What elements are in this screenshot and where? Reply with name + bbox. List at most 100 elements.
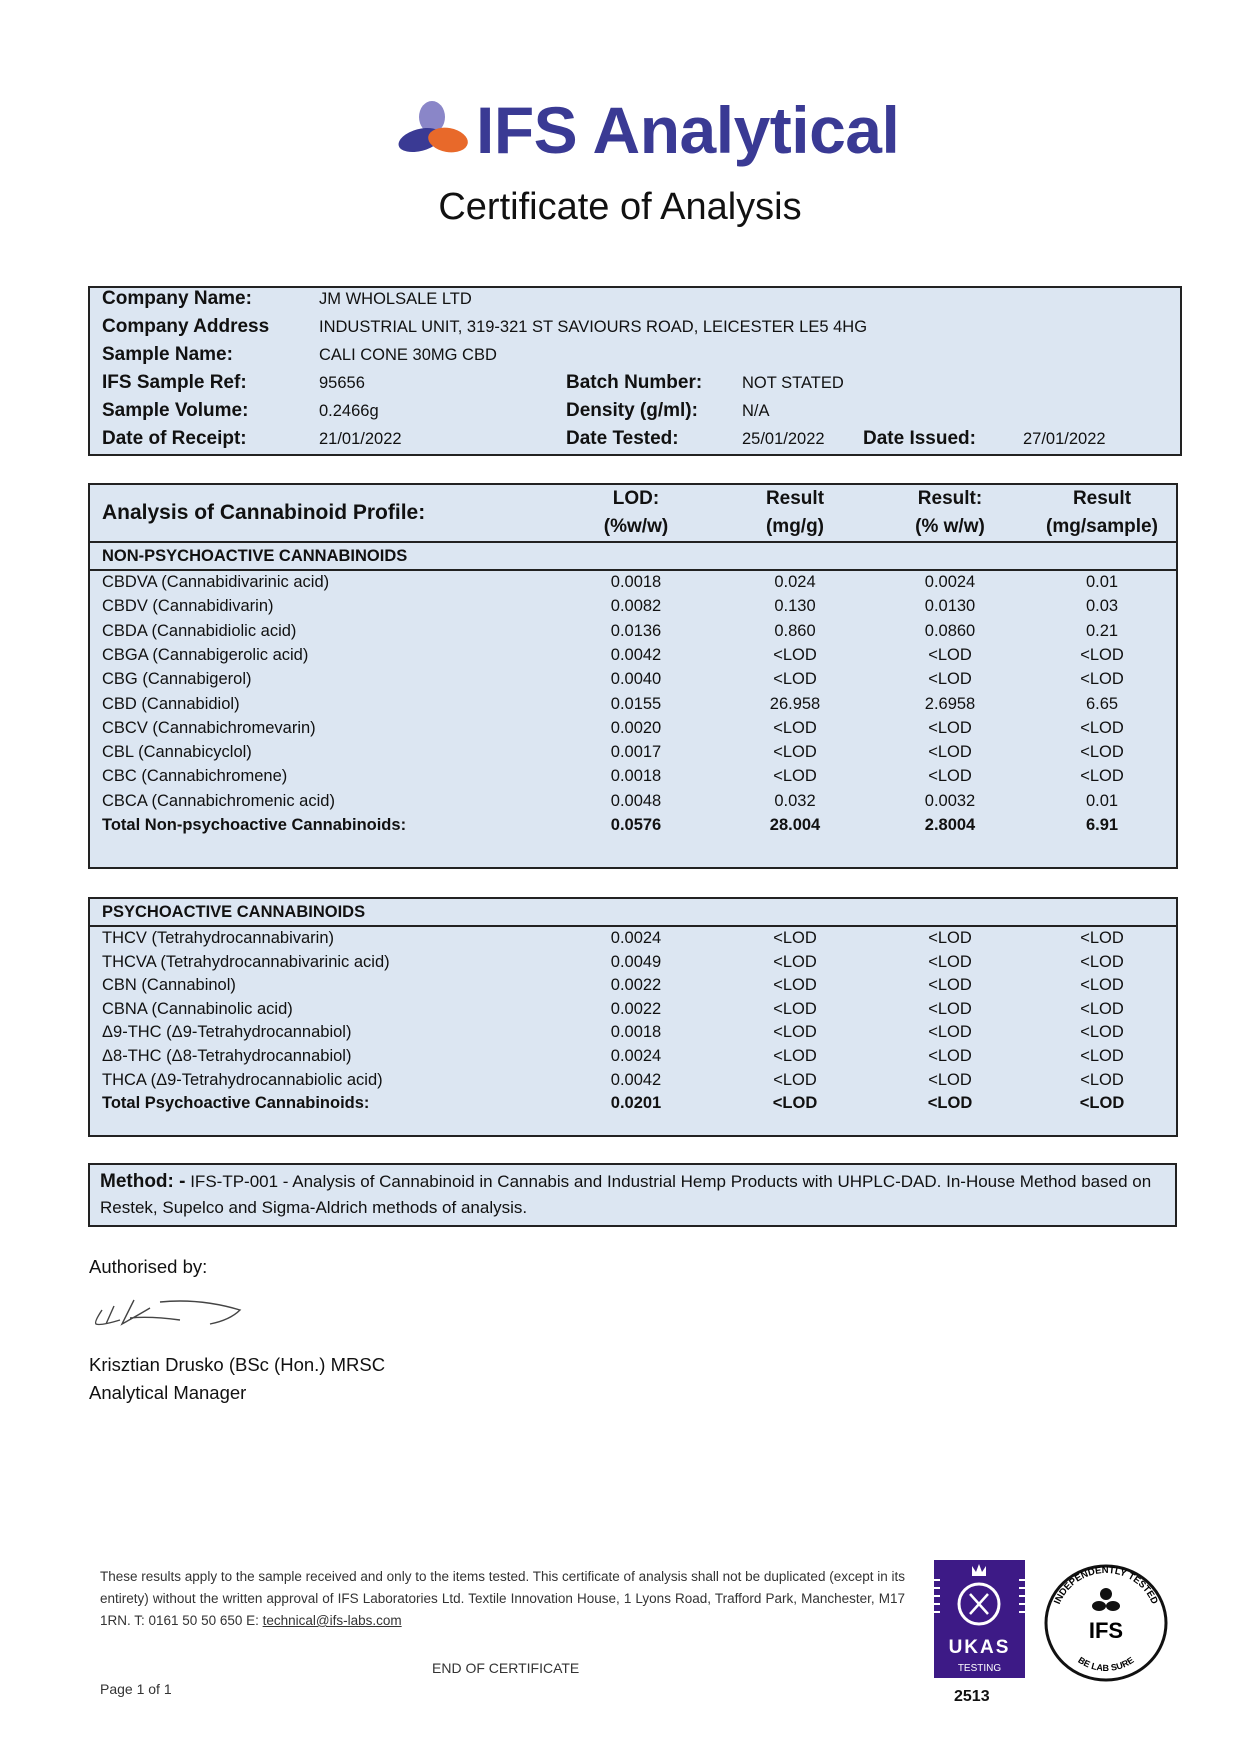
result-mg-sample: <LOD: [1079, 1094, 1125, 1113]
lod-value: 0.0082: [610, 597, 662, 616]
table-row: CBN (Cannabinol) 0.0022 <LOD <LOD <LOD: [90, 976, 1176, 1000]
column-header-result-mg-sample: Result (mg/sample): [1032, 485, 1172, 541]
lod-value: 0.0040: [610, 670, 662, 689]
page-title: Certificate of Analysis: [438, 186, 802, 228]
ukas-text: UKAS: [948, 1637, 1011, 1658]
table-row: Δ8-THC (Δ8-Tetrahydrocannabiol) 0.0024 <LO…: [90, 1047, 1176, 1071]
result-mg-g: 0.860: [774, 621, 816, 640]
lod-value: 0.0155: [610, 694, 662, 713]
analysis-title: Analysis of Cannabinoid Profile:: [102, 501, 426, 524]
cannabinoid-name: Total Psychoactive Cannabinoids:: [102, 1094, 370, 1113]
table-row: Δ9-THC (Δ9-Tetrahydrocannabiol) 0.0018 <LO…: [90, 1023, 1176, 1047]
result-mg-sample: <LOD: [1080, 976, 1124, 995]
result-mg-sample: 0.01: [1085, 791, 1119, 810]
result-pct-ww: 2.8004: [924, 816, 976, 834]
result-mg-sample: <LOD: [1080, 1023, 1124, 1042]
column-header-line: (% w/w): [915, 516, 985, 537]
section-heading: PSYCHOACTIVE CANNABINOIDS: [102, 903, 366, 921]
lod-value: 0.0022: [610, 976, 662, 995]
table-row: CBCA (Cannabichromenic acid) 0.0048 0.032 0…: [90, 792, 1176, 816]
result-mg-g: <LOD: [773, 929, 817, 947]
result-mg-g: 0.130: [774, 597, 816, 616]
result-pct-ww: 0.0860: [924, 621, 976, 640]
lod-value: 0.0024: [610, 929, 662, 947]
column-header-line: Result: [1072, 488, 1132, 509]
result-mg-g: <LOD: [773, 976, 817, 995]
result-mg-g: 26.958: [769, 694, 821, 713]
column-header-result-mg-g: Result (mg/g): [725, 485, 865, 541]
result-pct-ww: <LOD: [928, 1023, 972, 1042]
result-mg-g: <LOD: [773, 718, 817, 737]
lod-value: 0.0018: [610, 767, 662, 786]
table-row: CBNA (Cannabinolic acid) 0.0022 <LOD <LOD <L…: [90, 1000, 1176, 1024]
method-text: IFS-TP-001 - Analysis of Cannabinoid in …: [100, 1172, 1152, 1217]
table-row: THCA (Δ9-Tetrahydrocannabiolic acid) 0.00…: [90, 1071, 1176, 1095]
cannabinoid-name: Δ8-THC (Δ8-Tetrahydrocannabiol): [102, 1047, 352, 1065]
company-address-label: Company Address: [102, 316, 270, 337]
sample-volume-label: Sample Volume:: [102, 400, 249, 421]
column-header-line: (mg/g): [765, 516, 825, 537]
lod-value: 0.0018: [610, 573, 662, 591]
date-tested-value: 25/01/2022: [742, 430, 825, 448]
company-address-value: INDUSTRIAL UNIT, 319-321 ST SAVIOURS ROA…: [319, 318, 868, 336]
result-pct-ww: <LOD: [928, 1047, 972, 1065]
batch-number-value: NOT STATED: [742, 374, 844, 392]
table-row: CBC (Cannabichromene) 0.0018 <LOD <LOD <LOD: [90, 767, 1176, 791]
result-pct-ww: <LOD: [928, 670, 972, 689]
ukas-subtext: TESTING: [957, 1663, 1002, 1674]
result-mg-sample: <LOD: [1080, 952, 1124, 971]
result-mg-sample: <LOD: [1080, 767, 1124, 786]
lod-value: 0.0048: [610, 791, 662, 810]
divider: [90, 541, 1176, 543]
result-pct-ww: <LOD: [928, 1070, 972, 1089]
lod-value: 0.0022: [610, 999, 662, 1018]
result-mg-sample: 6.65: [1085, 694, 1119, 713]
page-number: Page 1 of 1: [100, 1681, 172, 1697]
cannabinoid-name: CBGA (Cannabigerolic acid): [102, 645, 309, 664]
company-name-value: JM WHOLSALE LTD: [319, 290, 472, 308]
cannabinoid-name: CBDVA (Cannabidivarinic acid): [102, 573, 330, 591]
result-mg-sample: <LOD: [1080, 999, 1124, 1018]
result-pct-ww: 2.6958: [924, 694, 976, 713]
column-header-line: Result:: [917, 488, 983, 509]
date-of-receipt-label: Date of Receipt:: [102, 428, 247, 449]
column-header-result-pct: Result: (% w/w): [880, 485, 1020, 541]
lod-value: 0.0049: [610, 952, 662, 971]
ukas-crown-icon: [934, 1564, 1025, 1626]
result-mg-g: 0.024: [774, 573, 816, 591]
result-pct-ww: <LOD: [927, 1094, 973, 1113]
table-row: CBDA (Cannabidiolic acid) 0.0136 0.860 0.08…: [90, 622, 1176, 646]
column-header-line: (%w/w): [603, 516, 669, 537]
ukas-number: 2513: [954, 1688, 990, 1705]
result-pct-ww: <LOD: [928, 767, 972, 786]
lod-value: 0.0020: [610, 718, 662, 737]
lod-value: 0.0017: [610, 743, 662, 762]
ukas-logo: UKAS TESTING: [934, 1560, 1025, 1678]
method-label: Method: -: [100, 1171, 186, 1192]
lod-value: 0.0042: [610, 1070, 662, 1089]
result-pct-ww: <LOD: [928, 976, 972, 995]
result-mg-g: <LOD: [773, 952, 817, 971]
total-row: Total Psychoactive Cannabinoids: 0.0201 <L…: [90, 1094, 1176, 1118]
result-mg-sample: <LOD: [1080, 1070, 1124, 1089]
divider: [90, 925, 1176, 927]
lod-value: 0.0024: [610, 1047, 662, 1065]
result-mg-g: <LOD: [772, 1094, 818, 1113]
email-link[interactable]: technical@ifs-labs.com: [262, 1613, 402, 1628]
result-mg-g: <LOD: [773, 1023, 817, 1042]
lod-value: 0.0042: [610, 645, 662, 664]
sample-info-box: Company Name: JM WHOLSALE LTD Company Ad…: [88, 286, 1182, 456]
date-of-receipt-value: 21/01/2022: [319, 430, 402, 448]
lod-value: 0.0201: [610, 1094, 662, 1113]
cannabinoid-name: CBL (Cannabicyclol): [102, 743, 252, 762]
date-issued-label: Date Issued:: [863, 428, 976, 449]
table-row: THCV (Tetrahydrocannabivarin) 0.0024 <LOD <…: [90, 929, 1176, 953]
cannabinoid-name: Δ9-THC (Δ9-Tetrahydrocannabiol): [102, 1023, 352, 1042]
result-mg-g: <LOD: [773, 645, 817, 664]
table-row: CBL (Cannabicyclol) 0.0017 <LOD <LOD <LOD: [90, 743, 1176, 767]
cannabinoid-name: CBD (Cannabidiol): [102, 694, 240, 713]
cannabinoid-name: THCA (Δ9-Tetrahydrocannabiolic acid): [102, 1070, 383, 1089]
result-mg-g: <LOD: [773, 999, 817, 1018]
table-row: CBCV (Cannabichromevarin) 0.0020 <LOD <LOD <…: [90, 719, 1176, 743]
result-mg-sample: <LOD: [1080, 929, 1124, 947]
